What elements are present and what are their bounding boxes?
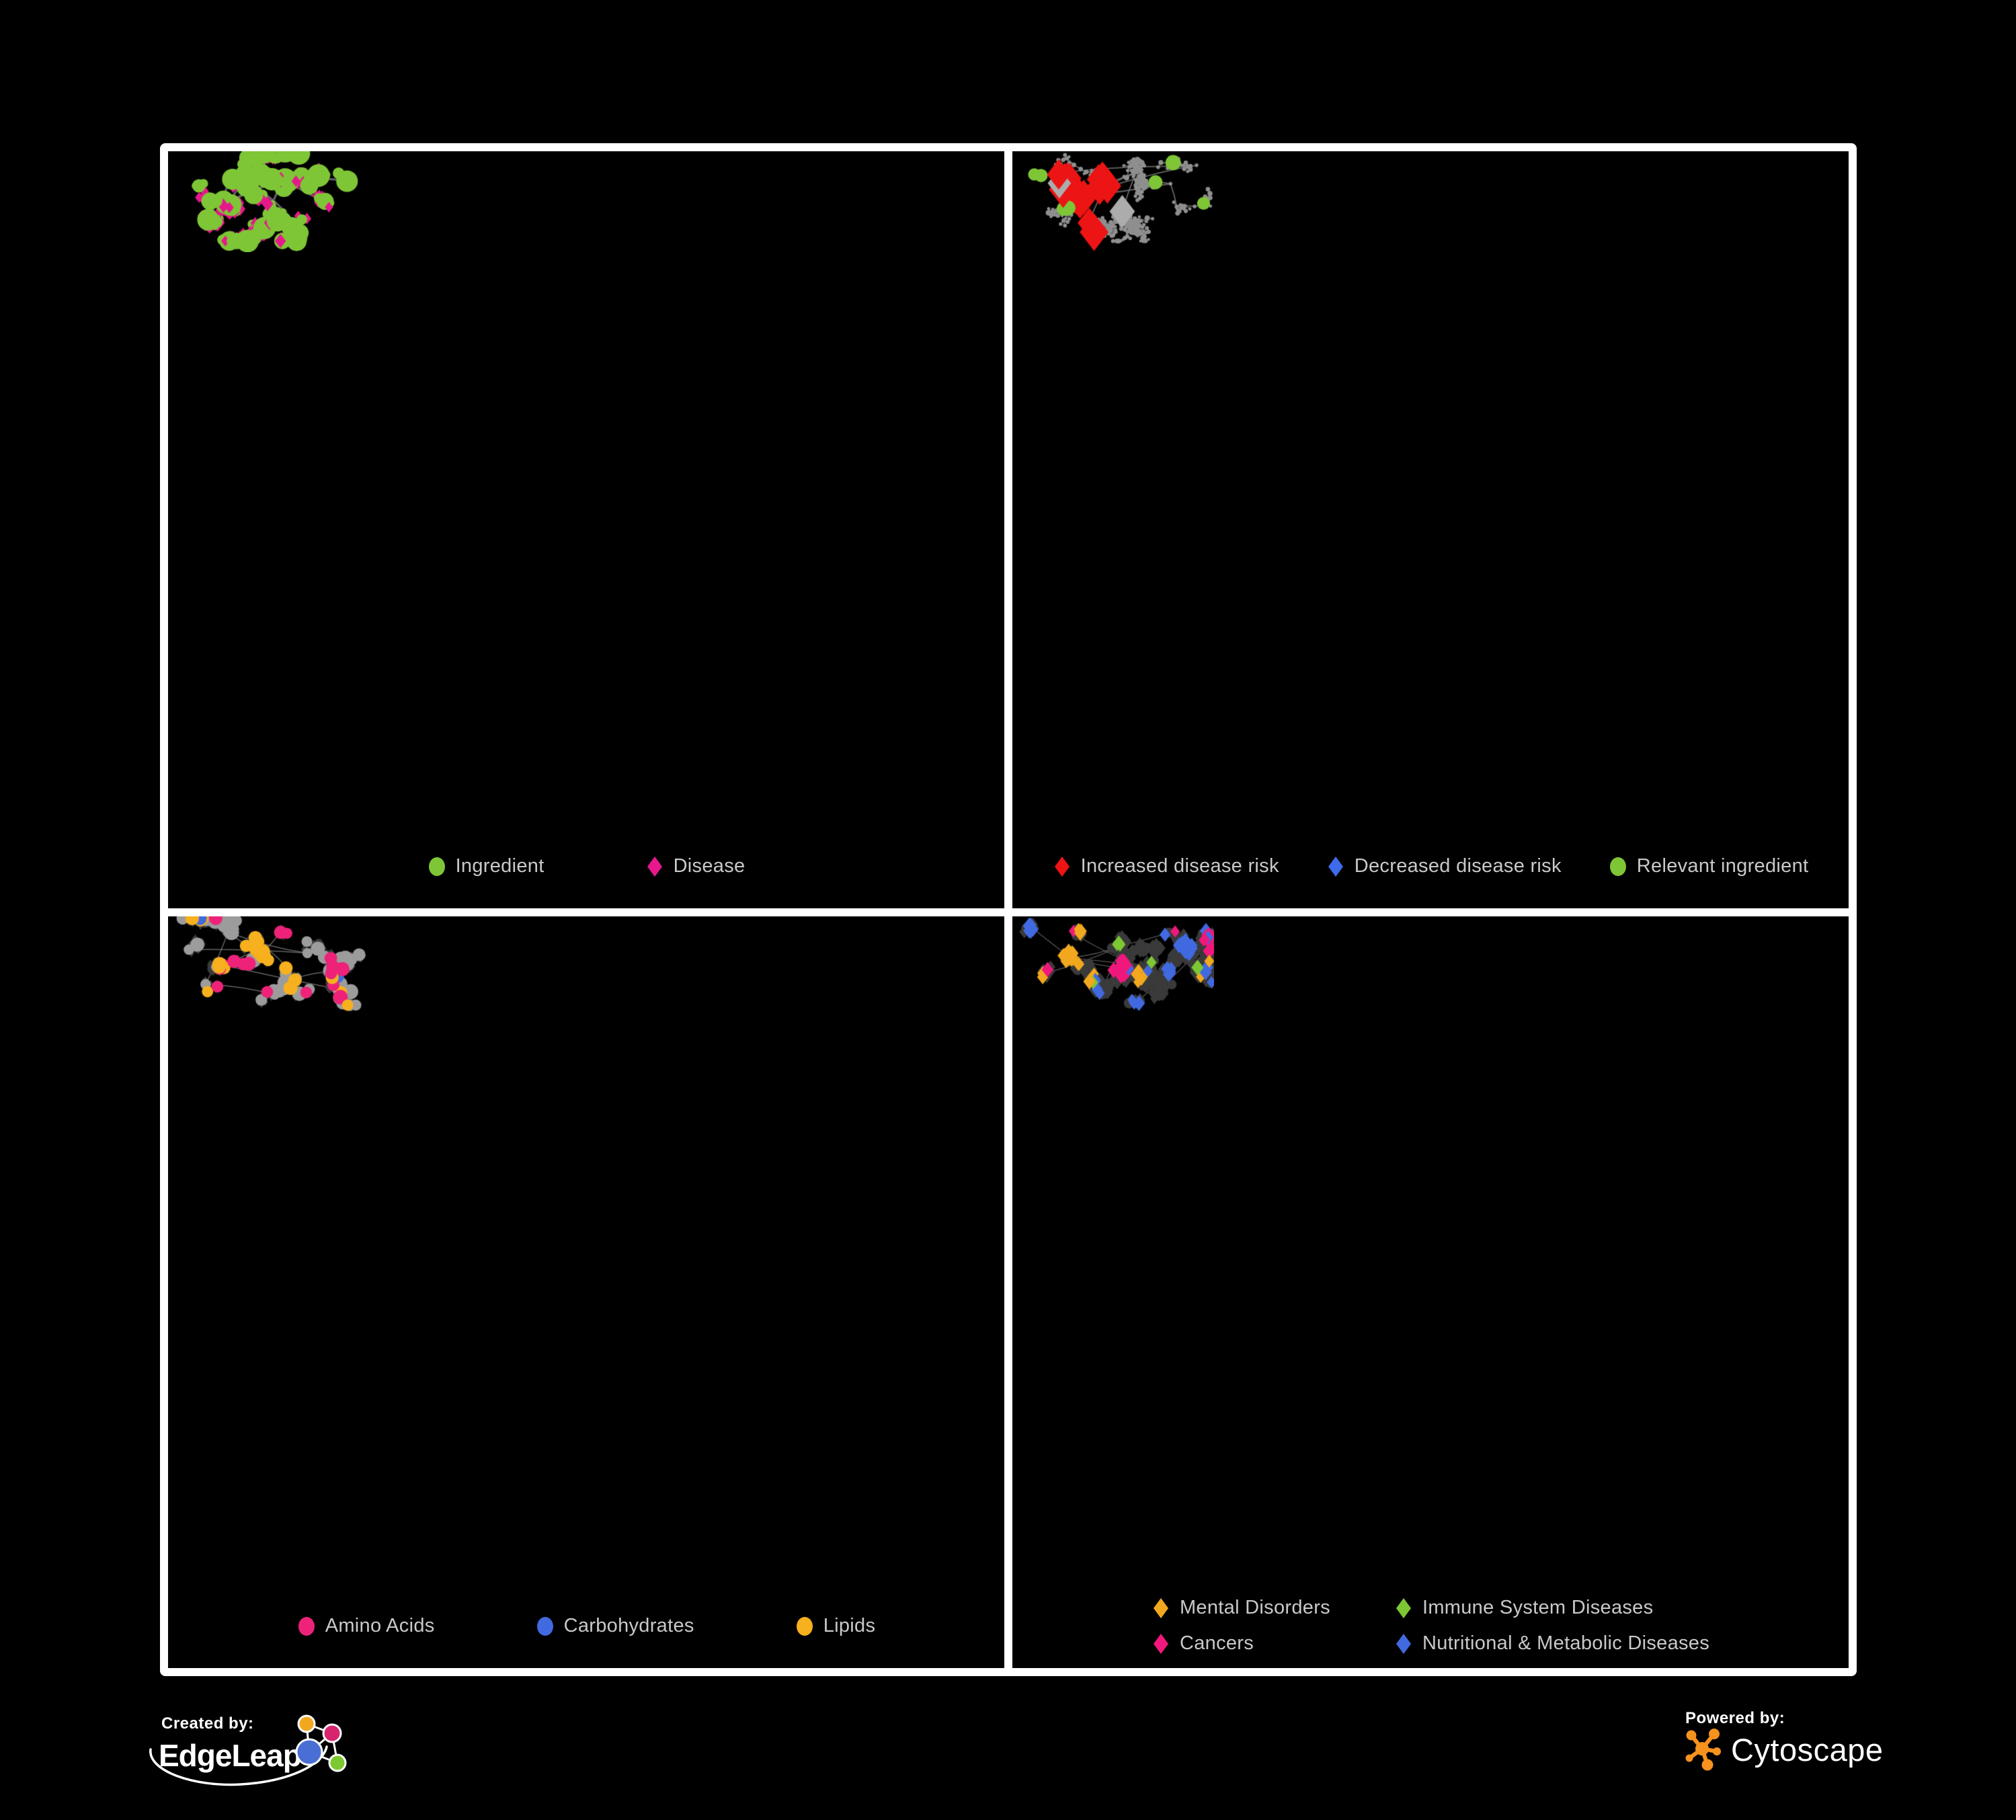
edgeleap-brand: EdgeLeap [159, 1738, 302, 1773]
network-canvas-nutrient-classes [168, 916, 370, 1017]
legend-panel1: Ingredient Disease [168, 855, 1004, 877]
created-by-caption: Created by: [161, 1714, 254, 1733]
legend-label: Disease [673, 855, 745, 877]
legend-item-ingredient: Ingredient [428, 855, 545, 877]
legend-item-disease: Disease [645, 855, 745, 877]
legend-item-immune-system-diseases: Immune System Diseases [1394, 1597, 1709, 1619]
network-canvas-disease-risk [1012, 151, 1214, 252]
powered-by-caption: Powered by: [1685, 1709, 1785, 1727]
network-canvas-disease-classes [1012, 916, 1214, 1017]
legend-label: Nutritional & Metabolic Diseases [1422, 1632, 1710, 1654]
diamond-icon [647, 856, 662, 877]
edgeleap-network-icon [295, 1714, 347, 1772]
circle-icon [536, 1616, 553, 1636]
circle-icon [1609, 857, 1626, 876]
network-canvas-ingredient-disease [168, 151, 370, 252]
circle-icon [796, 1616, 813, 1636]
legend-label: Decreased disease risk [1354, 855, 1562, 877]
legend-label: Carbohydrates [563, 1615, 694, 1636]
legend-panel4: Mental Disorders Immune System Diseases Ca… [1152, 1597, 1709, 1655]
legend-label: Immune System Diseases [1422, 1597, 1654, 1618]
diamond-icon [1153, 1597, 1168, 1618]
cytoscape-credit: Powered by: Cytoscape [1684, 1709, 1926, 1790]
panel-ingredient-disease: Ingredient Disease [168, 151, 1004, 908]
legend-label: Relevant ingredient [1636, 855, 1809, 877]
circle-icon [298, 1616, 315, 1636]
diamond-icon [1153, 1633, 1168, 1654]
legend-item-lipids: Lipids [795, 1615, 876, 1637]
legend-label: Lipids [823, 1615, 876, 1636]
diamond-icon [1396, 1597, 1411, 1618]
legend-item-relevant-ingredient: Relevant ingredient [1609, 855, 1809, 877]
legend-item-cancers: Cancers [1152, 1632, 1330, 1655]
legend-label: Cancers [1179, 1632, 1254, 1654]
legend-item-nutritional-metabolic-diseases: Nutritional & Metabolic Diseases [1394, 1632, 1709, 1655]
diamond-icon [1396, 1633, 1411, 1654]
legend-label: Mental Disorders [1179, 1597, 1330, 1618]
diamond-icon [1328, 856, 1343, 877]
panel-disease-risk: Increased disease risk Decreased disease … [1012, 151, 1849, 908]
cytoscape-brand: Cytoscape [1731, 1731, 1884, 1768]
circle-icon [428, 857, 445, 876]
edgeleap-credit: Created by: EdgeLeap [149, 1713, 438, 1801]
legend-item-increased-disease-risk: Increased disease risk [1053, 855, 1279, 877]
legend-item-amino-acids: Amino Acids [297, 1615, 435, 1637]
legend-panel3: Amino Acids Carbohydrates Lipids [168, 1615, 1004, 1637]
legend-label: Ingredient [455, 855, 545, 877]
panel-disease-classes: Mental Disorders Immune System Diseases Ca… [1012, 916, 1849, 1668]
legend-label: Amino Acids [325, 1615, 435, 1636]
legend-panel2: Increased disease risk Decreased disease … [1012, 855, 1849, 877]
legend-item-decreased-disease-risk: Decreased disease risk [1326, 855, 1562, 877]
panel-nutrient-classes: Amino Acids Carbohydrates Lipids [168, 916, 1004, 1668]
legend-item-mental-disorders: Mental Disorders [1152, 1597, 1330, 1619]
figure-frame: Ingredient Disease Increased disease risk… [160, 143, 1857, 1676]
cytoscape-logo-icon [1685, 1729, 1721, 1771]
legend-item-carbohydrates: Carbohydrates [536, 1615, 694, 1637]
diamond-icon [1054, 856, 1070, 877]
legend-label: Increased disease risk [1080, 855, 1279, 877]
